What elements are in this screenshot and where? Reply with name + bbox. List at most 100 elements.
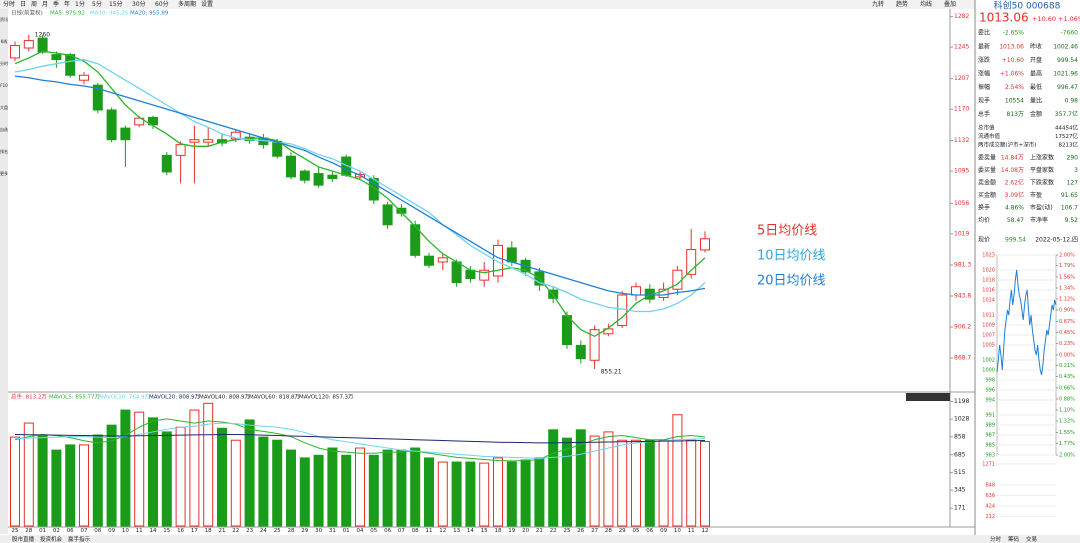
quote-label: 振幅 bbox=[978, 83, 990, 91]
volume-bar bbox=[244, 419, 255, 527]
period-tab[interactable]: 周 bbox=[31, 1, 37, 8]
candle-body bbox=[700, 238, 710, 251]
candle-body bbox=[382, 204, 393, 226]
ma-legend: MA5: 975.92 bbox=[50, 11, 85, 17]
volume-bar bbox=[92, 434, 103, 527]
y-tick-label: 996 bbox=[985, 388, 995, 394]
bottom-tab[interactable]: 赢手指示 bbox=[68, 535, 91, 543]
side-bar bbox=[0, 9, 8, 534]
quote-label: 最低 bbox=[1030, 83, 1042, 91]
volume-bar bbox=[23, 422, 34, 527]
period-tab[interactable]: 1分 bbox=[75, 0, 85, 8]
bottom-tab[interactable]: 投资机会 bbox=[40, 535, 63, 543]
tool-button[interactable]: 趋势 bbox=[896, 0, 908, 8]
volume-bar bbox=[575, 429, 586, 527]
quote-value: 996.47 bbox=[1057, 84, 1078, 91]
tool-button[interactable]: 九转 bbox=[872, 0, 884, 8]
volume-bar bbox=[189, 409, 200, 527]
y-tick-label: 171 bbox=[954, 505, 966, 512]
vol-legend: MAVOL20: 808.9万 bbox=[149, 394, 201, 401]
quote-label: 市盈(动) bbox=[1030, 204, 1053, 212]
candle-body bbox=[161, 154, 172, 173]
quote-value: 4.86% bbox=[1005, 205, 1024, 212]
y-tick-label: 998 bbox=[985, 378, 995, 384]
candle-body bbox=[575, 344, 586, 360]
period-tab[interactable]: 15分 bbox=[109, 0, 123, 8]
y2-tick-label: 0.43% bbox=[1059, 374, 1075, 380]
side-tab[interactable]: 更多 bbox=[0, 170, 8, 176]
tool-button[interactable]: 叠加 bbox=[944, 0, 956, 8]
quote-label: 卖金额 bbox=[978, 179, 996, 187]
volume-bar bbox=[700, 440, 710, 527]
candle-body bbox=[10, 45, 20, 59]
period-tab[interactable]: 设置 bbox=[201, 0, 213, 8]
side-tab[interactable]: 分时 bbox=[0, 60, 8, 66]
y-tick-label: 1009 bbox=[982, 323, 995, 329]
x-tick-label: 06 bbox=[646, 528, 653, 534]
period-tab[interactable]: 多周期 bbox=[178, 0, 196, 8]
ma-line bbox=[14, 50, 706, 338]
volume-bar bbox=[479, 462, 490, 527]
period-tab[interactable]: 日 bbox=[20, 1, 26, 8]
quote-value: 3 bbox=[1074, 167, 1078, 174]
volume-bar bbox=[134, 411, 145, 527]
panel-tab[interactable]: 分时 bbox=[990, 535, 1002, 543]
low-label: 855.21 bbox=[601, 369, 622, 376]
bottom-bar bbox=[0, 535, 1080, 543]
x-tick-label: 19 bbox=[508, 528, 515, 534]
side-tab[interactable]: 自选 bbox=[0, 126, 8, 132]
period-tab[interactable]: 月 bbox=[42, 1, 48, 8]
period-tab[interactable]: 季 bbox=[53, 0, 59, 8]
period-tab[interactable]: 5分 bbox=[92, 0, 102, 8]
candle-body bbox=[92, 84, 103, 111]
x-tick-label: 25 bbox=[12, 528, 19, 534]
y-tick-label: 1007 bbox=[982, 333, 995, 339]
side-tab[interactable]: 大盘 bbox=[0, 104, 8, 110]
y-tick-label: 685 bbox=[954, 451, 966, 458]
period-tab[interactable]: 分时 bbox=[3, 0, 15, 8]
volume-bar bbox=[589, 435, 600, 527]
x-tick-label: 01 bbox=[39, 528, 46, 534]
period-tab[interactable]: 60分 bbox=[155, 0, 169, 8]
x-tick-label: 21 bbox=[219, 528, 226, 534]
chart-legend: 日线(前复权) bbox=[11, 9, 43, 17]
y2-tick-label: 1.12% bbox=[1059, 297, 1075, 303]
bottom-tab[interactable]: 股市直播 bbox=[12, 535, 35, 543]
cap-cell: 总市值 bbox=[978, 124, 995, 132]
y-tick-label: 1023 bbox=[982, 253, 995, 259]
period-tab[interactable]: 年 bbox=[64, 0, 70, 8]
tool-button[interactable]: 均线 bbox=[920, 0, 932, 8]
quote-value: +10.60 bbox=[1002, 57, 1024, 64]
panel-tab[interactable]: 交易 bbox=[1026, 535, 1037, 543]
quote-label: 市净率 bbox=[1030, 216, 1048, 224]
panel-tab[interactable]: 筹码 bbox=[1008, 535, 1020, 543]
side-tab[interactable]: 资讯 bbox=[0, 16, 8, 22]
quote-value: 357.7亿 bbox=[1055, 110, 1078, 118]
quote-pct: +1.06% bbox=[1058, 15, 1080, 23]
quote-value: 106.7 bbox=[1061, 205, 1078, 212]
side-tab[interactable]: K线 bbox=[1, 38, 8, 44]
quote-value: 2.54% bbox=[1005, 84, 1024, 91]
volume-bar bbox=[451, 461, 462, 527]
candle-body bbox=[134, 117, 145, 126]
vol-tick-label: 424 bbox=[985, 503, 995, 509]
y2-tick-label: 2.00% bbox=[1059, 253, 1075, 259]
x-tick-label: 08 bbox=[94, 528, 101, 534]
y-tick-label: 1245 bbox=[954, 44, 969, 51]
candle-body bbox=[506, 247, 517, 263]
quote-label: 换手 bbox=[978, 204, 990, 212]
side-tab[interactable]: 排名 bbox=[0, 148, 8, 154]
x-tick-label: 25 bbox=[274, 528, 281, 534]
y-tick-label: 994 bbox=[985, 398, 995, 404]
period-tab[interactable]: 30分 bbox=[132, 0, 146, 8]
y-tick-label: 1016 bbox=[982, 288, 995, 294]
candle-body bbox=[65, 54, 76, 76]
quote-label: 昨收 bbox=[1030, 43, 1042, 51]
vol-legend: MAVOL10: 764.9万 bbox=[99, 394, 151, 401]
x-tick-label: 30 bbox=[315, 528, 322, 534]
candle-body bbox=[79, 74, 89, 81]
side-tab[interactable]: F10 bbox=[0, 83, 8, 88]
y-tick-label: 943.8 bbox=[954, 292, 971, 299]
volume-bar bbox=[644, 439, 655, 527]
candle-body bbox=[451, 261, 462, 284]
